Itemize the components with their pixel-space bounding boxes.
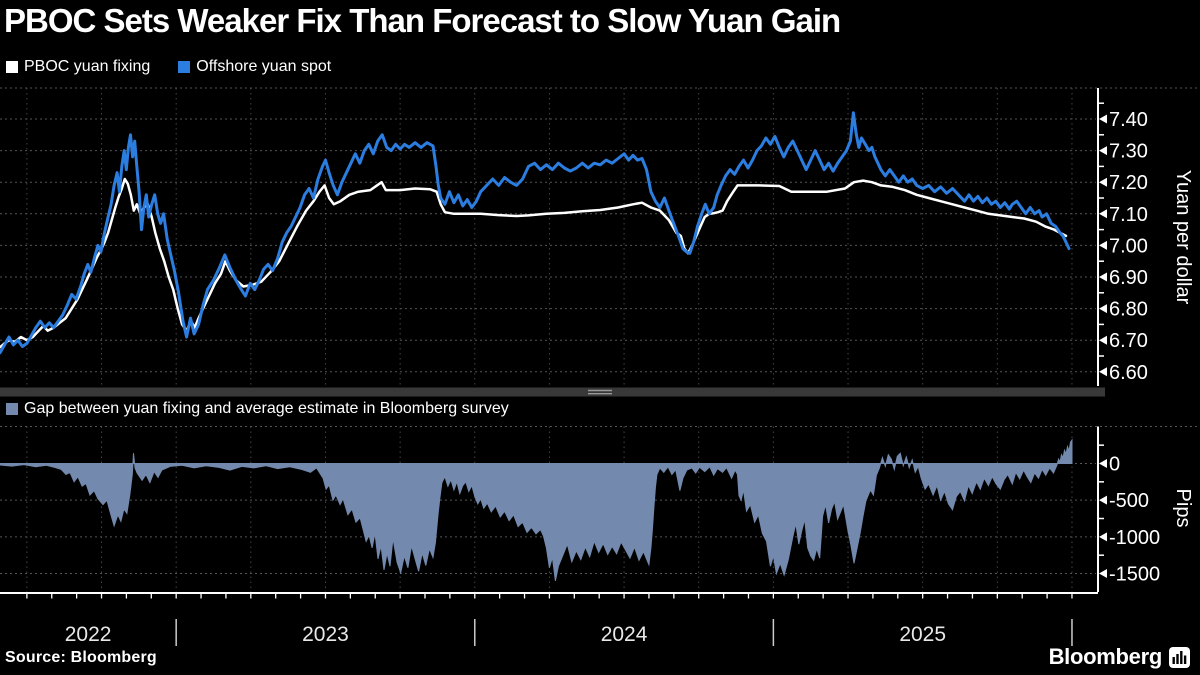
gridlines xyxy=(0,87,1200,592)
tick-arrow-icon xyxy=(1099,304,1107,314)
bloomberg-terminal-icon xyxy=(1169,646,1190,668)
legend-item-offshore-spot: Offshore yuan spot xyxy=(178,58,331,76)
pboc-fixing-line xyxy=(0,177,1068,349)
year-label: 2022 xyxy=(65,623,112,646)
y-tick-label: 7.30 xyxy=(1109,141,1148,163)
right-axis: 7.40 7.30 7.20 7.10 7.00 6.90 6.80 6.70 6.60 0 -50… xyxy=(1097,88,1194,592)
y-tick-label: -1500 xyxy=(1109,564,1160,586)
tick-arrow-icon xyxy=(1099,569,1107,579)
legend-item-pboc-fixing: PBOC yuan fixing xyxy=(6,58,150,76)
legend-swatch-icon xyxy=(178,61,191,73)
y-tick-label: 7.40 xyxy=(1109,109,1148,131)
tick-arrow-icon xyxy=(1099,459,1107,468)
bottom-legend: Gap between yuan fixing and average esti… xyxy=(6,400,537,418)
chart-title: PBOC Sets Weaker Fix Than Forecast to Sl… xyxy=(4,2,841,39)
tick-arrow-icon xyxy=(1099,532,1107,542)
year-label: 2023 xyxy=(302,623,349,646)
gap-area xyxy=(0,438,1073,581)
tick-arrow-icon xyxy=(1099,495,1107,505)
year-label: 2025 xyxy=(899,623,946,646)
tick-arrow-icon xyxy=(1099,335,1107,345)
y-tick-label: 7.00 xyxy=(1109,235,1148,257)
tick-arrow-icon xyxy=(1099,177,1107,187)
y-tick-label: 7.20 xyxy=(1109,172,1148,194)
panel-divider-handle[interactable] xyxy=(588,389,612,395)
legend-swatch-icon xyxy=(6,61,18,73)
legend-swatch-icon xyxy=(6,403,18,415)
tick-arrow-icon xyxy=(1099,367,1107,377)
legend-label: Offshore yuan spot xyxy=(196,58,332,75)
y-tick-label: -1000 xyxy=(1109,527,1160,549)
year-label: 2024 xyxy=(601,623,648,646)
legend-item-gap: Gap between yuan fixing and average esti… xyxy=(6,400,509,418)
y-tick-label: 6.90 xyxy=(1109,267,1148,289)
y-axis-title: Pips xyxy=(1172,489,1194,528)
tick-arrow-icon xyxy=(1099,114,1107,124)
tick-arrow-icon xyxy=(1099,240,1107,250)
tick-arrow-icon xyxy=(1099,146,1107,156)
y-tick-label: 7.10 xyxy=(1109,204,1148,226)
legend-label: PBOC yuan fixing xyxy=(24,58,151,75)
y-tick-label: 6.60 xyxy=(1109,362,1148,384)
top-legend: PBOC yuan fixing Offshore yuan spot xyxy=(6,58,359,76)
y-tick-label: 0 xyxy=(1109,454,1120,476)
source-note: Source: Bloomberg xyxy=(5,649,157,666)
y-axis-title: Yuan per dollar xyxy=(1172,170,1194,305)
legend-label: Gap between yuan fixing and average esti… xyxy=(24,400,509,417)
x-axis: 2022 2023 2024 2025 xyxy=(0,592,1098,646)
bloomberg-logo: Bloomberg xyxy=(1049,644,1190,670)
panel-divider xyxy=(0,387,1105,397)
y-tick-label: -500 xyxy=(1109,490,1149,512)
bloomberg-wordmark: Bloomberg xyxy=(1048,644,1163,669)
tick-arrow-icon xyxy=(1099,209,1107,219)
offshore-spot-line xyxy=(0,111,1071,355)
y-tick-label: 6.80 xyxy=(1109,299,1148,321)
tick-arrow-icon xyxy=(1099,272,1107,282)
y-tick-label: 6.70 xyxy=(1109,330,1148,352)
